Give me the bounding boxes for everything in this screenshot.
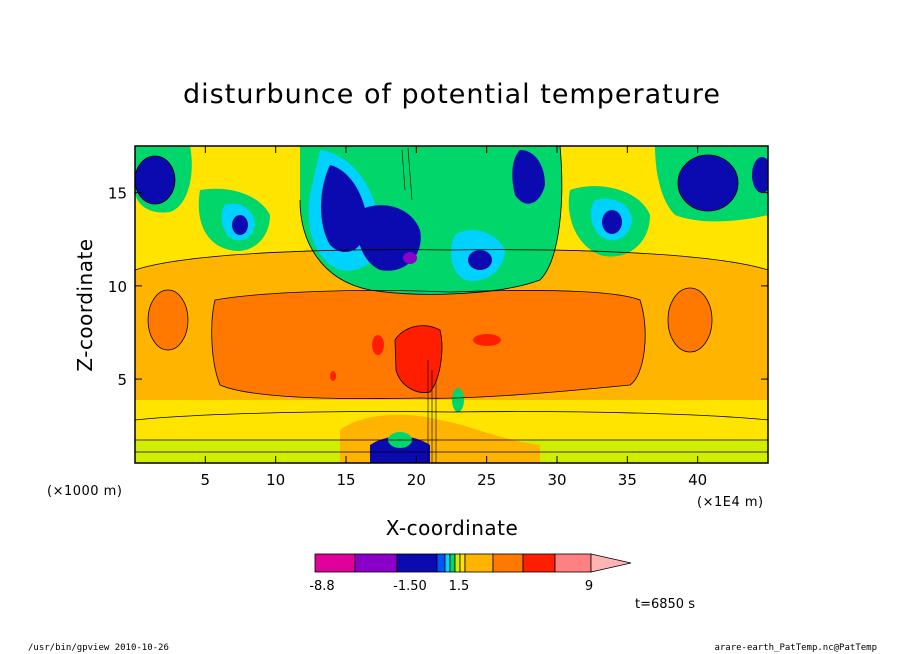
colorbar-segment <box>396 553 438 573</box>
time-label: t=6850 s <box>635 597 695 612</box>
colorbar-tick-label: 1.5 <box>449 579 470 594</box>
colorbar-tick-label: 9 <box>585 579 593 594</box>
y-axis-ticks: 5 10 15 <box>108 185 768 389</box>
chart-title: disturbunce of potential temperature <box>183 79 721 110</box>
plot-frame <box>134 145 769 464</box>
y-tick-label: 5 <box>117 371 127 389</box>
x-axis-ticks: 5 10 15 20 25 30 35 40 <box>201 146 707 489</box>
colorbar-segment <box>522 553 556 573</box>
colorbar-arrow <box>590 553 632 573</box>
colorbar-segment <box>459 553 466 573</box>
x-tick-label: 5 <box>201 471 211 489</box>
colorbar-segment <box>554 553 592 573</box>
colorbar-segment <box>314 553 356 573</box>
x-tick-label: 10 <box>266 471 285 489</box>
contour-field <box>135 146 768 463</box>
x-tick-label: 35 <box>618 471 637 489</box>
x-axis-label: X-coordinate <box>386 516 519 540</box>
colorbar-segment <box>464 553 494 573</box>
colorbar-tick-label: -1.50 <box>393 579 427 594</box>
x-tick-label: 25 <box>477 471 496 489</box>
y-axis-label: Z-coordinate <box>73 238 97 371</box>
colorbar-labels: -8.8 -1.50 1.5 9 <box>309 579 593 594</box>
x-tick-label: 20 <box>407 471 426 489</box>
colorbar-segment <box>354 553 398 573</box>
x-tick-label: 40 <box>688 471 707 489</box>
colorbar-segment <box>436 553 446 573</box>
x-tick-label: 30 <box>547 471 566 489</box>
y-tick-label: 10 <box>108 278 127 296</box>
footer-left: /usr/bin/gpview 2010-10-26 <box>28 643 169 653</box>
colorbar-tick-label: -8.8 <box>309 579 334 594</box>
x-tick-label: 15 <box>336 471 355 489</box>
colorbar <box>314 553 632 573</box>
colorbar-segment <box>444 553 451 573</box>
y-unit-label: (×1000 m) <box>47 484 122 499</box>
x-unit-label: (×1E4 m) <box>697 495 764 510</box>
footer-right: arare-earth_PatTemp.nc@PatTemp <box>714 643 877 653</box>
colorbar-segment <box>492 553 524 573</box>
y-tick-label: 15 <box>108 185 127 203</box>
colorbar-segment <box>454 553 461 573</box>
colorbar-segment <box>449 553 456 573</box>
